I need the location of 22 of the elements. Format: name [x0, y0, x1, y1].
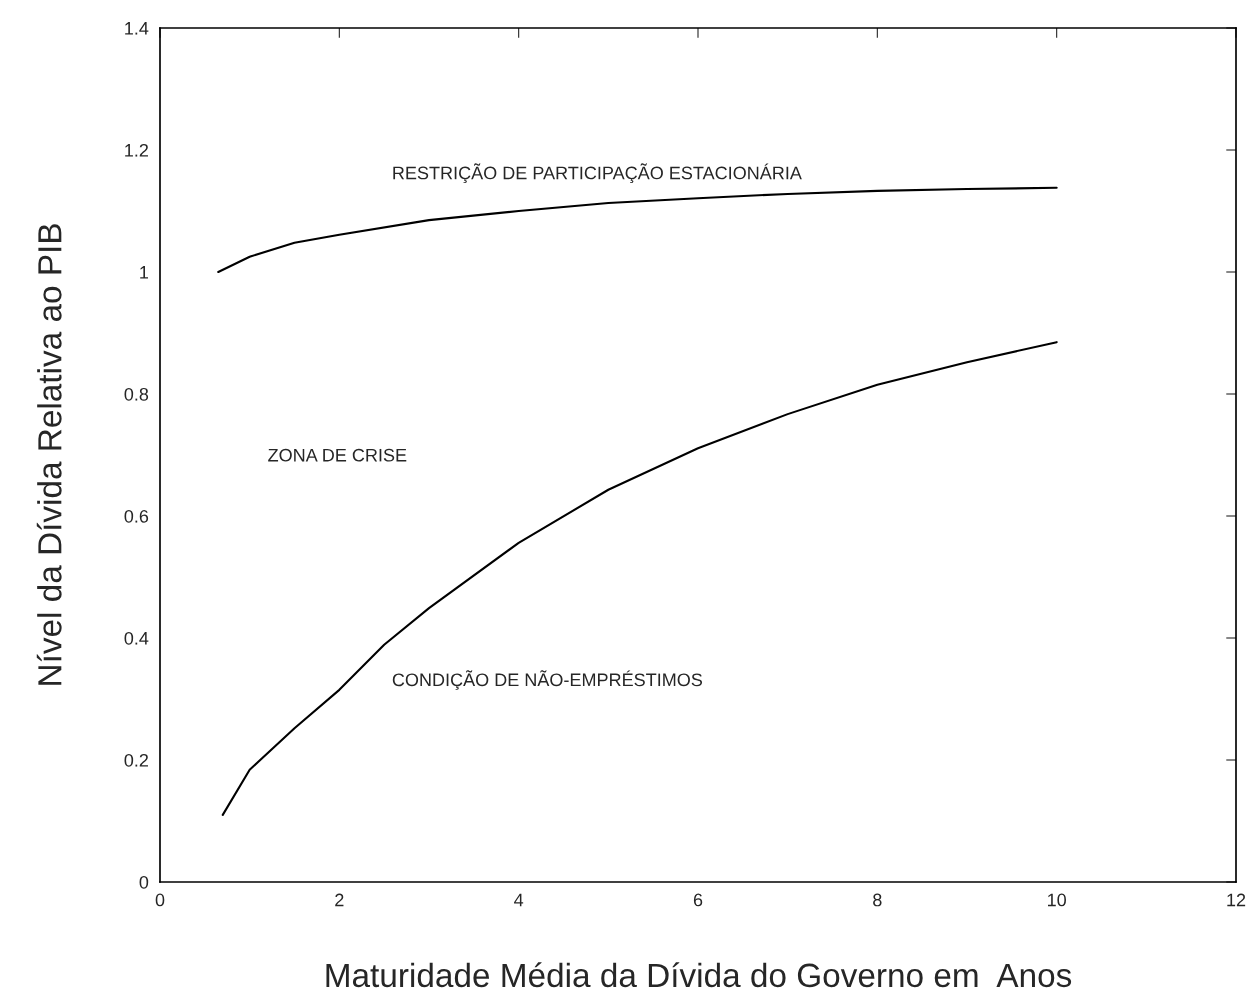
y-tick-label: 1: [140, 266, 149, 279]
x-tick-label: 12: [1227, 893, 1246, 907]
x-tick-label: 10: [1048, 893, 1066, 907]
y-tick-label: 0.8: [124, 387, 149, 401]
annotation: ZONA DE CRISE: [268, 448, 407, 462]
x-tick-label: 4: [514, 893, 524, 907]
y-tick-label: 1.2: [125, 143, 148, 157]
x-tick-label: 2: [335, 893, 344, 907]
annotation: CONDIÇÃO DE NÃO-EMPRÉSTIMOS: [392, 670, 703, 690]
line-series: [221, 341, 1058, 816]
y-tick-label: 0.4: [124, 631, 149, 645]
annotation: RESTRIÇÃO DE PARTICIPAÇÃO ESTACIONÁRIA: [393, 163, 802, 184]
y-tick-label: 0.2: [124, 753, 148, 767]
x-tick-label: 8: [873, 893, 882, 907]
y-axis-title: Nível da Dívida Relativa ao PIB: [36, 224, 62, 685]
x-tick-label: 0: [155, 893, 165, 907]
x-tick-label: 6: [693, 893, 703, 907]
y-tick-label: 0: [139, 875, 149, 889]
x-axis-title: Maturidade Média da Dívida do Governo em Anos: [326, 962, 1072, 988]
y-tick-label: 0.6: [124, 509, 149, 523]
line-series: [217, 186, 1058, 274]
y-tick-label: 1.4: [125, 22, 149, 35]
